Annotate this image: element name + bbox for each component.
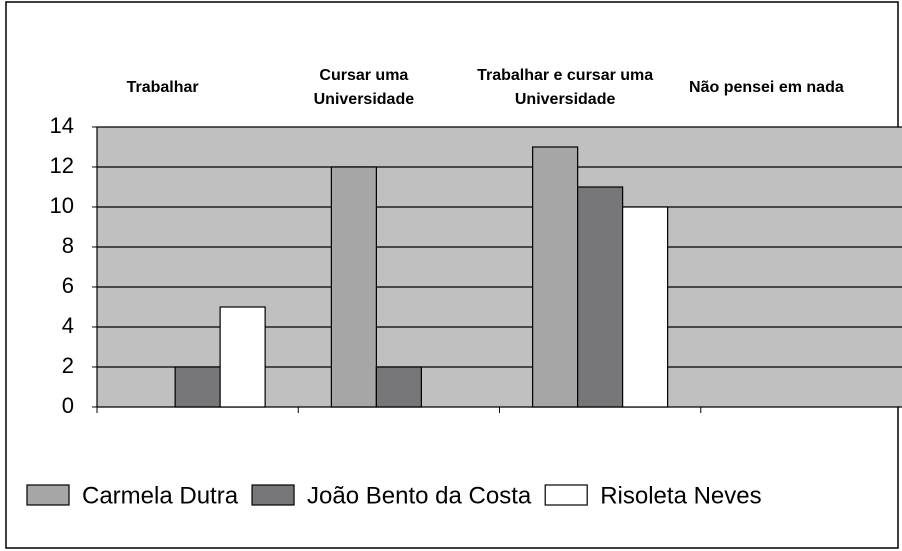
category-label: Cursar uma Universidade [313, 67, 415, 108]
category-label: Não pensei em nada [689, 79, 844, 96]
bar [577, 186, 624, 408]
legend-swatch [251, 484, 295, 506]
legend-label: Carmela Dutra [82, 482, 239, 509]
bar [622, 206, 669, 408]
legend-label: Risoleta Neves [600, 482, 761, 509]
y-tick-label: 14 [50, 113, 74, 138]
bar [532, 146, 579, 408]
plot-area [97, 127, 902, 407]
legend-label: João Bento da Costa [307, 482, 532, 509]
bar [219, 306, 266, 408]
y-tick-label: 0 [62, 393, 74, 418]
y-tick-label: 8 [62, 233, 74, 258]
category-label: Trabalhar e cursar uma Universidade [477, 67, 654, 108]
bar [330, 166, 377, 408]
y-tick-label: 12 [50, 153, 74, 178]
legend-swatch [544, 484, 588, 506]
legend-swatch [26, 484, 70, 506]
bar [375, 366, 422, 408]
y-tick-label: 10 [50, 193, 74, 218]
y-tick-label: 6 [62, 273, 74, 298]
category-label: Trabalhar [126, 79, 199, 96]
y-tick-label: 4 [62, 313, 74, 338]
bar [174, 366, 221, 408]
y-tick-label: 2 [62, 353, 74, 378]
